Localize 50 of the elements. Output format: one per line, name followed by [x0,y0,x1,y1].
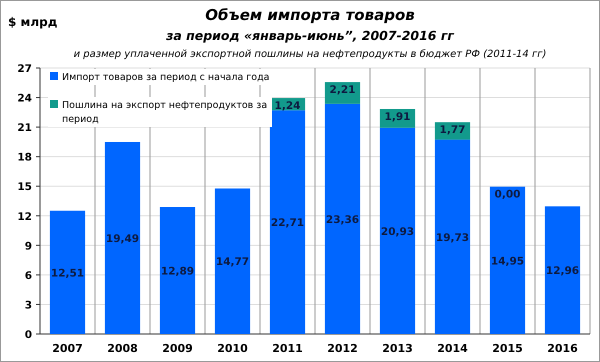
chart-subtitle: и размер уплаченной экспортной пошлины на нефтепродукты в бюджет РФ (2011-14 гг) [74,49,546,60]
x-tick-label: 2007 [52,342,83,355]
bar [434,140,470,334]
y-tick-label: 12 [17,210,32,223]
data-label: 23,36 [326,214,360,226]
data-label: 1,24 [274,100,300,112]
data-label: 14,95 [490,255,524,268]
legend-label: Импорт товаров за период с начала года [62,72,270,83]
y-tick-label: 9 [24,240,32,252]
data-label: 14,77 [216,256,250,268]
bar [214,188,250,334]
x-tick-label: 2014 [437,342,468,355]
bar [270,110,306,334]
x-tick-label: 2009 [162,342,193,355]
bar [380,128,416,334]
y-axis-title: $ млрд [8,15,58,29]
bar [324,104,360,334]
x-tick-label: 2016 [547,342,578,355]
bar [104,142,140,334]
data-label: 1,91 [384,110,410,123]
y-tick-label: 18 [17,152,32,164]
data-label: 22,71 [270,217,304,230]
y-tick-label: 3 [24,299,32,312]
data-label: 20,93 [380,226,414,238]
data-label: 19,73 [436,232,470,244]
y-tick-label: 27 [17,63,32,75]
legend-label: Пошлина на экспорт нефтепродуктов за период [62,100,268,125]
data-label: 12,51 [50,267,84,280]
x-tick-label: 2010 [217,342,248,355]
y-tick-label: 21 [17,122,32,134]
data-label: 12,96 [546,265,580,278]
data-label: 12,89 [160,266,194,278]
x-tick-label: 2011 [272,342,303,355]
chart-title: Объем импорта товаров за период «январь-июнь”, 2007-2016 гг [165,6,454,43]
x-tick-label: 2015 [492,342,523,355]
y-tick-label: 24 [17,92,32,105]
y-tick-label: 6 [24,270,32,282]
data-label: 19,49 [106,232,140,245]
x-tick-label: 2008 [107,342,138,355]
bar [160,207,196,334]
x-tick-label: 2013 [382,342,413,355]
data-label: 0,00 [494,188,520,201]
bar [544,206,580,334]
y-tick-label: 15 [17,181,32,194]
y-tick-label: 0 [24,329,32,341]
bar [50,210,86,334]
x-tick-label: 2012 [327,342,358,355]
data-label: 2,21 [330,84,356,96]
bar [490,186,526,334]
data-label: 1,77 [440,124,466,136]
